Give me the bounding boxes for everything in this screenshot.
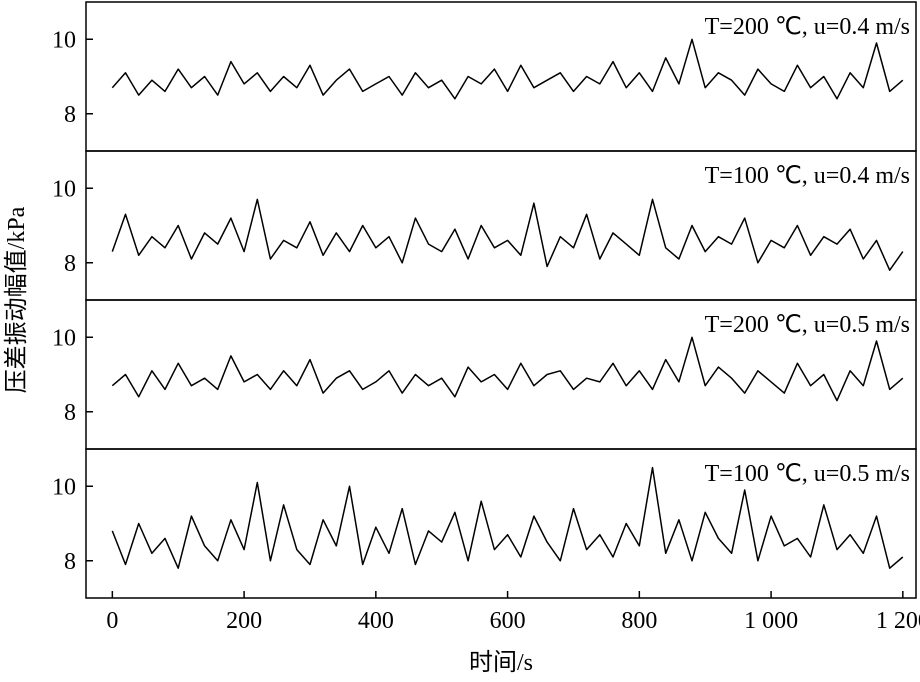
series-line [111, 336, 904, 402]
x-tick-label: 600 [490, 608, 526, 634]
series-line [111, 38, 904, 100]
x-tick-label: 800 [621, 608, 657, 634]
x-tick-label: 200 [226, 608, 262, 634]
annotation: T=200 ℃, u=0.5 m/s [705, 312, 910, 338]
y-tick-label: 8 [64, 549, 76, 575]
y-tick-label: 10 [52, 27, 76, 53]
annotation: T=200 ℃, u=0.4 m/s [705, 14, 910, 40]
y-tick-label: 8 [64, 251, 76, 277]
x-tick-label: 0 [106, 608, 118, 634]
annotation: T=100 ℃, u=0.5 m/s [705, 461, 910, 487]
series-line [111, 466, 904, 569]
annotation: T=100 ℃, u=0.4 m/s [705, 163, 910, 189]
y-tick-label: 10 [52, 325, 76, 351]
y-tick-label: 8 [64, 400, 76, 426]
x-tick-label: 400 [358, 608, 394, 634]
series-line [111, 198, 904, 271]
y-tick-label: 10 [52, 474, 76, 500]
panel-frame [85, 448, 917, 599]
x-axis-label: 时间/s [469, 649, 533, 676]
x-tick-label: 1 200 [876, 608, 920, 634]
y-axis-label: 压差振动幅值/kPa [3, 206, 30, 393]
y-tick-label: 10 [52, 176, 76, 202]
x-tick-label: 1 000 [744, 608, 798, 634]
y-tick-label: 8 [64, 102, 76, 128]
